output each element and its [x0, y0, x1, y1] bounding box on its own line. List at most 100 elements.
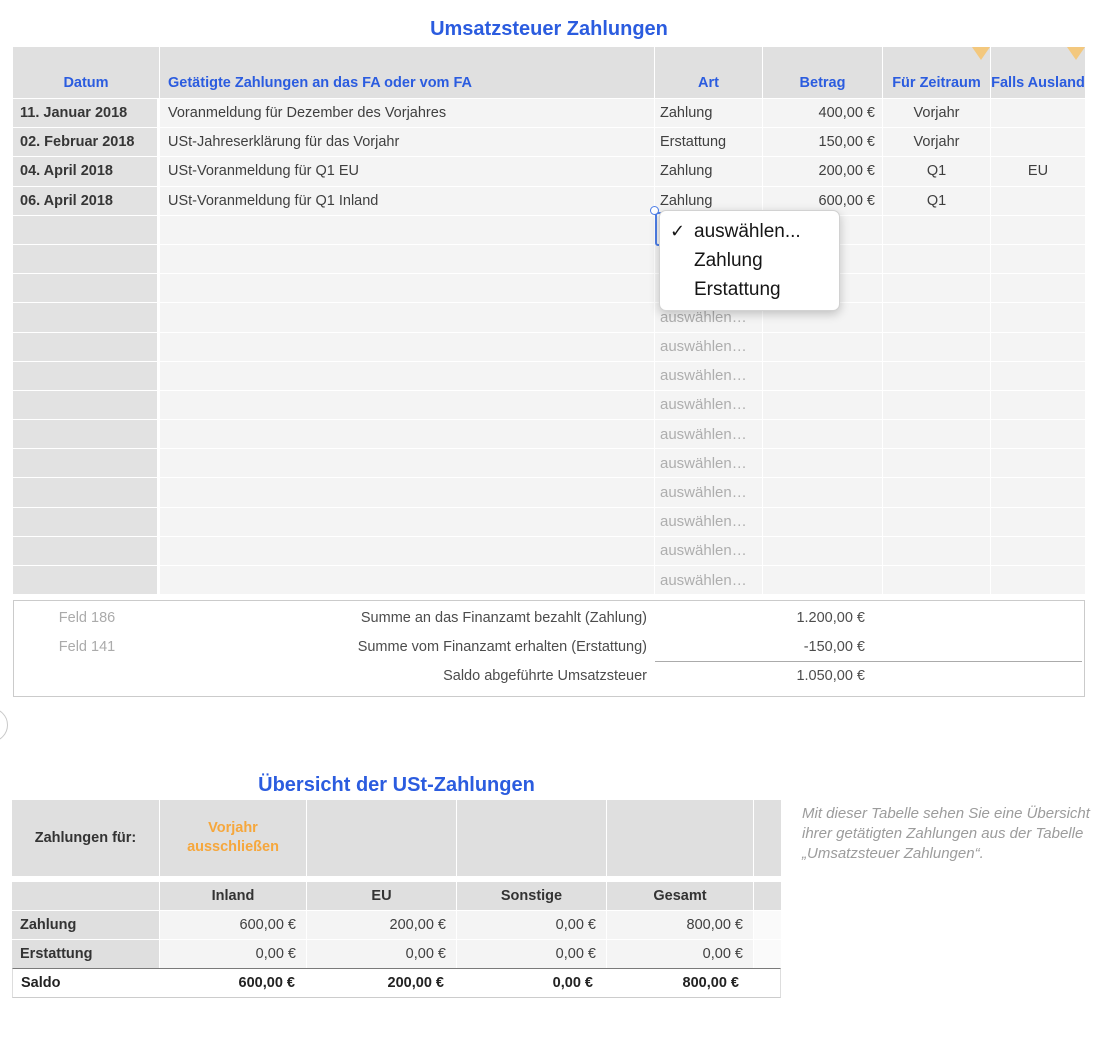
column-header-beschreibung[interactable]: Getätigte Zahlungen an das FA oder vom F… [160, 47, 654, 98]
cell-art-popup-placeholder[interactable]: auswählen… [655, 361, 762, 390]
cell-ausland[interactable]: EU [991, 157, 1085, 186]
cell-datum-empty[interactable] [13, 478, 159, 507]
comment-indicator-icon[interactable] [972, 47, 990, 60]
cell-ausland-empty[interactable] [991, 303, 1085, 332]
cell-art[interactable]: Zahlung [655, 99, 762, 128]
cell-datum[interactable]: 02. Februar 2018 [13, 128, 159, 157]
column-header-datum[interactable]: Datum [13, 47, 159, 98]
cell-beschreibung-empty[interactable] [160, 274, 654, 303]
cell-art-popup-placeholder[interactable]: auswählen… [655, 390, 762, 420]
cell-datum-empty[interactable] [13, 274, 159, 303]
cell-beschreibung-empty[interactable] [160, 420, 654, 449]
cell-beschreibung-empty[interactable] [160, 449, 654, 478]
cell-ausland-empty[interactable] [991, 244, 1085, 274]
t2-cell[interactable]: 0,00 € [457, 940, 606, 968]
cell-betrag[interactable]: 400,00 € [763, 99, 882, 128]
menu-item-zahlung[interactable]: Zahlung [660, 246, 839, 275]
cell-art-popup-placeholder[interactable]: auswählen… [655, 478, 762, 507]
cell-betrag-empty[interactable] [763, 536, 882, 565]
cell-betrag[interactable]: 200,00 € [763, 157, 882, 186]
column-header-betrag[interactable]: Betrag [763, 47, 882, 98]
row-label-erstattung[interactable]: Erstattung [12, 940, 159, 968]
cell-datum-empty[interactable] [13, 332, 159, 361]
cell-datum[interactable]: 04. April 2018 [13, 157, 159, 186]
summary-label[interactable]: Saldo abgeführte Umsatzsteuer [443, 667, 647, 684]
t2-saldo-cell[interactable]: 600,00 € [238, 975, 295, 991]
cell-zeitraum-empty[interactable] [883, 332, 990, 361]
cell-zeitraum-empty[interactable] [883, 244, 990, 274]
cell-ausland-empty[interactable] [991, 361, 1085, 390]
t2-cell-empty[interactable] [754, 911, 781, 939]
t2-cell-empty[interactable] [754, 940, 781, 968]
cell-datum[interactable]: 06. April 2018 [13, 186, 159, 215]
cell-datum-empty[interactable] [13, 390, 159, 420]
cell-beschreibung-empty[interactable] [160, 244, 654, 274]
cell-art-popup-placeholder[interactable]: auswählen… [655, 507, 762, 536]
cell-ausland-empty[interactable] [991, 507, 1085, 536]
cell-ausland-empty[interactable] [991, 420, 1085, 449]
cell-art-popup-placeholder[interactable]: auswählen… [655, 536, 762, 565]
cell-zeitraum[interactable]: Vorjahr [883, 99, 990, 128]
cell-art[interactable]: Erstattung [655, 128, 762, 157]
cell-beschreibung-empty[interactable] [160, 215, 654, 244]
t2-cell[interactable]: 0,00 € [457, 911, 606, 939]
summary-feld-code[interactable] [14, 661, 160, 690]
column-header-art[interactable]: Art [655, 47, 762, 98]
cell-ausland[interactable] [991, 186, 1085, 215]
summary-value[interactable]: 1.200,00 € [796, 609, 865, 626]
cell-art-popup-placeholder[interactable]: auswählen… [655, 332, 762, 361]
summary-value-saldo[interactable]: 1.050,00 € [655, 661, 885, 690]
t2-cell[interactable]: 0,00 € [607, 940, 753, 968]
cell-beschreibung[interactable]: USt-Jahreserklärung für das Vorjahr [160, 128, 654, 157]
cell-zeitraum[interactable]: Vorjahr [883, 128, 990, 157]
cell-art-popup-placeholder[interactable]: auswählen… [655, 420, 762, 449]
cell-ausland-empty[interactable] [991, 390, 1085, 420]
cell-datum-empty[interactable] [13, 507, 159, 536]
cell-beschreibung-empty[interactable] [160, 361, 654, 390]
column-header-eu[interactable]: EU [307, 882, 456, 910]
summary-label[interactable]: Summe vom Finanzamt erhalten (Erstattung… [357, 638, 647, 655]
cell-art[interactable]: Zahlung [655, 157, 762, 186]
cell-zeitraum[interactable]: Q1 [883, 157, 990, 186]
row-label-saldo[interactable]: Saldo [21, 975, 61, 991]
cell-beschreibung[interactable]: USt-Voranmeldung für Q1 Inland [160, 186, 654, 215]
cell-zeitraum-empty[interactable] [883, 536, 990, 565]
cell-ausland-empty[interactable] [991, 536, 1085, 565]
t2-saldo-cell[interactable]: 200,00 € [387, 975, 444, 991]
cell-zeitraum-empty[interactable] [883, 361, 990, 390]
cell-datum-empty[interactable] [13, 449, 159, 478]
cell-zeitraum-empty[interactable] [883, 274, 990, 303]
summary-feld-code[interactable]: Feld 186 [58, 609, 116, 626]
selection-handle[interactable] [650, 206, 659, 215]
cell-betrag-empty[interactable] [763, 420, 882, 449]
cell-ausland-empty[interactable] [991, 478, 1085, 507]
cell-ausland-empty[interactable] [991, 566, 1085, 595]
cell-beschreibung-empty[interactable] [160, 390, 654, 420]
cell-betrag-empty[interactable] [763, 478, 882, 507]
cell-beschreibung-empty[interactable] [160, 332, 654, 361]
t2-cell[interactable]: 800,00 € [607, 911, 753, 939]
cell-datum[interactable]: 11. Januar 2018 [13, 99, 159, 128]
menu-item-erstattung[interactable]: Erstattung [660, 275, 839, 304]
t2-saldo-cell[interactable]: 800,00 € [682, 975, 739, 991]
column-header-inland[interactable]: Inland [160, 882, 306, 910]
cell-ausland-empty[interactable] [991, 274, 1085, 303]
cell-zeitraum-empty[interactable] [883, 566, 990, 595]
cell-ausland-empty[interactable] [991, 215, 1085, 244]
cell-betrag-empty[interactable] [763, 566, 882, 595]
summary-label[interactable]: Summe an das Finanzamt bezahlt (Zahlung) [360, 609, 647, 626]
cell-betrag-empty[interactable] [763, 507, 882, 536]
cell-beschreibung-empty[interactable] [160, 507, 654, 536]
row-label-zahlung[interactable]: Zahlung [12, 911, 159, 939]
cell-betrag-empty[interactable] [763, 361, 882, 390]
cell-datum-empty[interactable] [13, 303, 159, 332]
cell-art-popup-placeholder[interactable]: auswählen… [655, 566, 762, 595]
t2-cell[interactable]: 0,00 € [160, 940, 306, 968]
cell-zeitraum[interactable]: Q1 [883, 186, 990, 215]
menu-item-auswaehlen[interactable]: ✓ auswählen... [660, 217, 839, 246]
t2-cell[interactable]: 600,00 € [160, 911, 306, 939]
filter-value-cell[interactable]: Vorjahr ausschließen [160, 800, 306, 876]
cell-datum-empty[interactable] [13, 566, 159, 595]
cell-zeitraum-empty[interactable] [883, 507, 990, 536]
cell-art-popup-placeholder[interactable]: auswählen… [655, 449, 762, 478]
